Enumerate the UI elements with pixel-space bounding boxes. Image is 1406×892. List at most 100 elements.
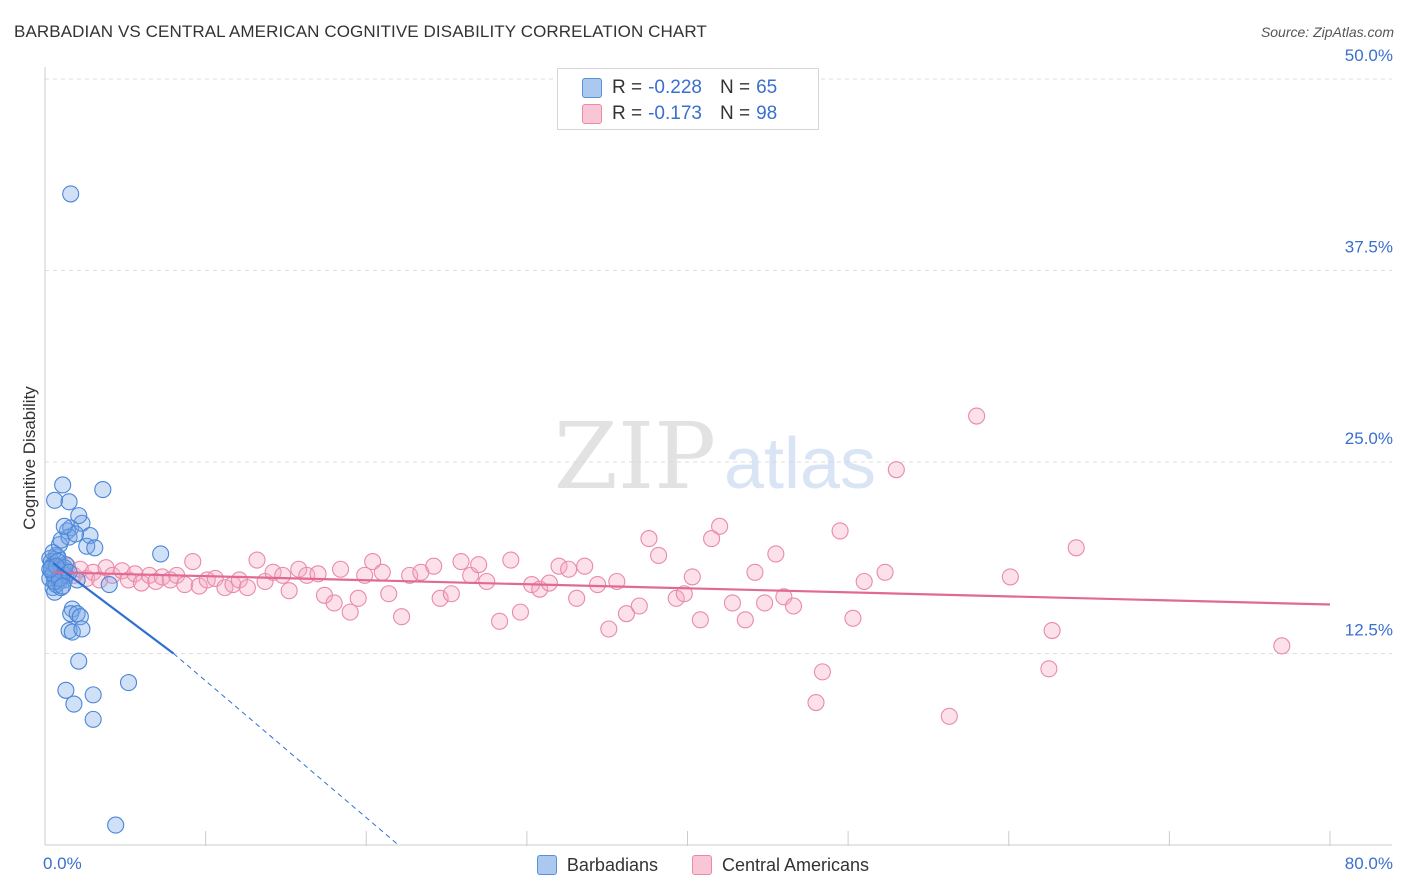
data-point-central-americans	[373, 563, 391, 581]
trend-line-barbadians	[52, 562, 175, 655]
data-point-central-americans	[1043, 621, 1061, 640]
data-point-barbadians	[86, 539, 104, 557]
legend-item-central-americans[interactable]: Central Americans	[692, 855, 869, 876]
r-value: -0.173	[648, 103, 702, 124]
chart-title: BARBADIAN VS CENTRAL AMERICAN COGNITIVE …	[14, 22, 707, 41]
data-point-central-americans	[675, 585, 693, 603]
data-point-central-americans	[540, 574, 558, 592]
data-point-barbadians	[71, 608, 89, 626]
data-point-barbadians	[70, 507, 88, 525]
data-point-central-americans	[784, 597, 803, 615]
y-tick-label: 12.5%	[1345, 621, 1393, 640]
data-point-central-americans	[711, 517, 729, 535]
stats-legend: R = -0.228 N = 65 R = -0.173 N = 98	[557, 68, 819, 130]
data-point-central-americans	[452, 553, 470, 571]
data-point-central-americans	[807, 693, 825, 712]
data-point-barbadians	[57, 681, 75, 699]
data-point-central-americans	[844, 609, 862, 627]
data-point-central-americans	[576, 557, 594, 575]
data-point-central-americans	[478, 572, 496, 591]
series-legend: Barbadians Central Americans	[0, 852, 1406, 878]
data-point-central-americans	[756, 594, 774, 612]
data-point-central-americans	[723, 594, 742, 612]
x-tick-label-min: 0.0%	[43, 854, 82, 873]
data-point-barbadians	[107, 816, 125, 834]
r-label: R =	[612, 103, 643, 124]
data-point-central-americans	[876, 563, 894, 581]
series-barbadians	[41, 185, 170, 834]
n-label: N =	[719, 77, 751, 98]
legend-swatch-blue	[536, 855, 557, 875]
data-point-central-americans	[887, 461, 905, 479]
y-axis-label: Cognitive Disability	[20, 386, 39, 530]
data-point-central-americans	[1273, 637, 1291, 655]
data-point-central-americans	[264, 563, 282, 581]
data-point-central-americans	[1001, 568, 1019, 586]
data-point-central-americans	[617, 605, 636, 623]
data-point-central-americans	[341, 603, 359, 621]
source-label: Source: ZipAtlas.com	[1260, 24, 1394, 40]
data-point-central-americans	[650, 546, 668, 565]
data-point-barbadians	[46, 491, 64, 509]
data-point-central-americans	[442, 585, 460, 603]
data-point-central-americans	[502, 551, 520, 569]
legend-label-central-americans: Central Americans	[722, 854, 870, 875]
data-point-barbadians	[68, 605, 86, 623]
data-point-barbadians	[55, 517, 73, 535]
data-point-central-americans	[176, 576, 194, 594]
data-point-central-americans	[425, 557, 443, 575]
data-point-barbadians	[152, 545, 170, 563]
n-value: 65	[756, 77, 778, 98]
data-point-central-americans	[491, 612, 509, 630]
series-central-americans	[46, 407, 1291, 725]
legend-swatch-pink	[692, 855, 712, 875]
legend-item-barbadians[interactable]: Barbadians	[536, 854, 658, 876]
data-point-barbadians	[54, 476, 72, 494]
data-point-barbadians	[52, 531, 70, 549]
data-point-barbadians	[60, 493, 78, 511]
data-point-central-americans	[568, 589, 586, 607]
stats-row-barbadians: R = -0.228 N = 65	[582, 76, 777, 100]
data-point-central-americans	[349, 589, 367, 607]
data-point-central-americans	[767, 545, 785, 563]
y-tick-label: 25.0%	[1345, 429, 1393, 448]
legend-label-barbadians: Barbadians	[566, 854, 658, 875]
data-point-central-americans	[393, 608, 411, 626]
data-point-central-americans	[431, 589, 449, 607]
data-point-barbadians	[94, 481, 112, 499]
r-label: R =	[612, 77, 643, 98]
y-tick-label: 50.0%	[1345, 46, 1393, 65]
data-point-central-americans	[119, 571, 138, 589]
data-point-barbadians	[100, 576, 118, 594]
watermark-zip: ZIP	[554, 403, 716, 510]
data-point-central-americans	[248, 551, 266, 569]
data-point-central-americans	[331, 560, 350, 578]
y-tick-label: 37.5%	[1345, 238, 1393, 257]
data-point-barbadians	[84, 686, 102, 704]
trend-line-central-americans	[53, 571, 1331, 606]
data-point-barbadians	[62, 605, 80, 623]
data-point-central-americans	[600, 620, 618, 638]
data-point-central-americans	[813, 663, 831, 681]
data-point-central-americans	[640, 530, 658, 548]
data-point-central-americans	[550, 557, 568, 575]
data-point-barbadians	[73, 620, 91, 638]
data-point-central-americans	[1040, 660, 1058, 678]
tick-labels: 12.5% 25.0% 37.5% 50.0% 0.0% 80.0%	[43, 46, 1393, 873]
grid-lines	[45, 78, 1392, 654]
data-point-central-americans	[103, 566, 122, 584]
data-point-central-americans	[736, 611, 754, 629]
trend-line-barbadians-extrapolated	[173, 653, 399, 846]
data-point-central-americans	[968, 407, 986, 425]
watermark-atlas: atlas	[724, 424, 876, 504]
data-point-barbadians	[63, 623, 81, 641]
data-point-central-americans	[401, 566, 419, 584]
data-point-central-americans	[511, 603, 530, 621]
data-point-central-americans	[325, 594, 343, 612]
stats-row-central-americans: R = -0.173 N = 98	[582, 102, 777, 126]
data-point-central-americans	[691, 611, 709, 629]
data-point-central-americans	[588, 576, 607, 594]
data-point-central-americans	[274, 566, 292, 584]
data-point-barbadians	[54, 577, 72, 595]
